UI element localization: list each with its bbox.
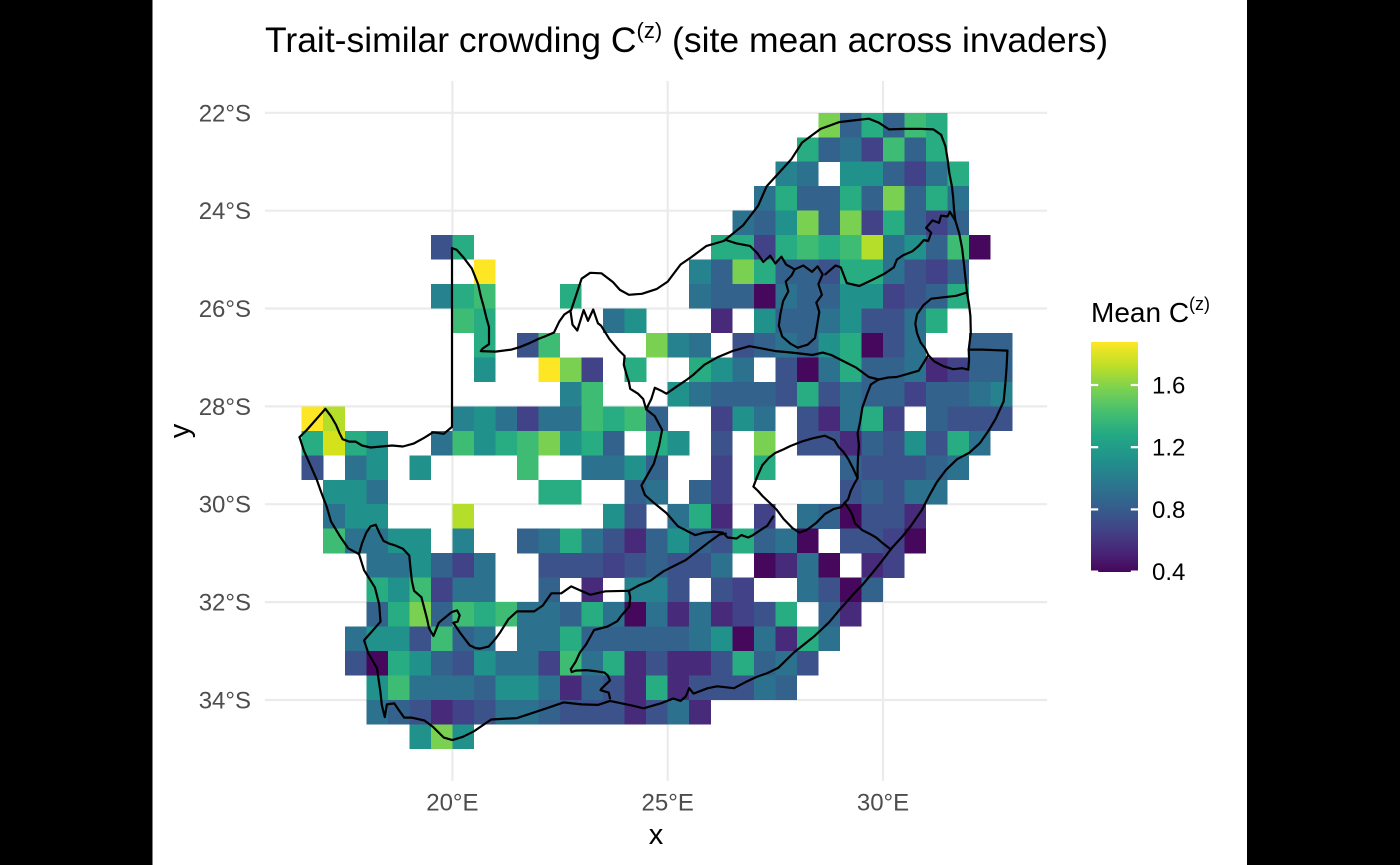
svg-text:x: x (649, 819, 664, 851)
svg-text:1.6: 1.6 (1152, 373, 1185, 400)
svg-text:30°E: 30°E (857, 790, 909, 817)
svg-text:30°S: 30°S (199, 492, 251, 519)
svg-text:32°S: 32°S (199, 590, 251, 617)
svg-text:25°E: 25°E (642, 790, 694, 817)
svg-text:28°S: 28°S (199, 394, 251, 421)
svg-text:Mean C(z): Mean C(z) (1091, 294, 1210, 328)
svg-text:34°S: 34°S (199, 688, 251, 715)
svg-text:22°S: 22°S (199, 100, 251, 127)
svg-text:0.8: 0.8 (1152, 497, 1185, 524)
svg-text:20°E: 20°E (426, 790, 478, 817)
svg-text:Trait-similar crowding C(z) (s: Trait-similar crowding C(z) (site mean a… (265, 18, 1108, 60)
svg-text:1.2: 1.2 (1152, 435, 1185, 462)
svg-text:24°S: 24°S (199, 198, 251, 225)
svg-text:26°S: 26°S (199, 296, 251, 323)
svg-text:y: y (164, 423, 196, 438)
svg-text:0.4: 0.4 (1152, 559, 1185, 586)
